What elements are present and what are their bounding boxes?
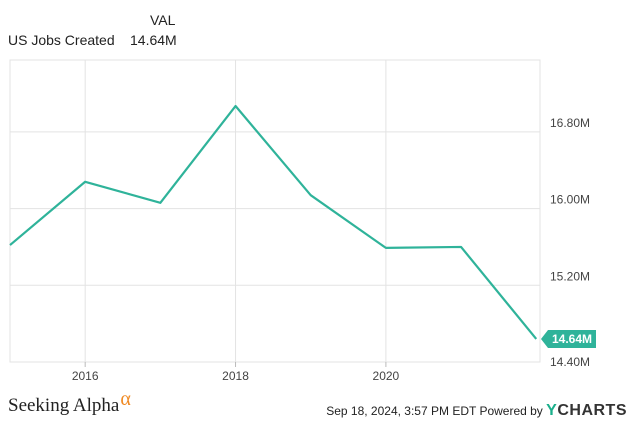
y-tick-label: 16.80M — [550, 116, 590, 130]
ycharts-y: Y — [546, 402, 558, 419]
ycharts-rest: CHARTS — [557, 402, 627, 419]
plot-frame — [9, 59, 541, 363]
y-tick-label: 15.20M — [550, 269, 590, 283]
x-tick-label: 2016 — [72, 369, 99, 383]
last-value-label: 14.64M — [552, 332, 592, 346]
legend-series-value: 14.64M — [130, 32, 177, 48]
series-line — [9, 104, 538, 340]
x-tick-label: 2020 — [373, 369, 400, 383]
y-tick-label: 14.40M — [550, 355, 590, 369]
timestamp-text: Sep 18, 2024, 3:57 PM EDT Powered by — [326, 404, 543, 418]
ycharts-logo[interactable]: YCHARTS — [546, 402, 627, 419]
last-value-badge-bg — [541, 329, 596, 348]
x-tick-label: 2018 — [222, 369, 249, 383]
legend-series-name[interactable]: US Jobs Created — [8, 32, 115, 48]
last-value-badge: 14.64M — [541, 329, 596, 348]
alpha-icon: α — [120, 388, 131, 410]
legend-column-header: VAL — [150, 12, 176, 28]
y-tick-label: 16.00M — [550, 193, 590, 207]
footer-attribution: Sep 18, 2024, 3:57 PM EDT Powered by YCH… — [326, 402, 627, 420]
seeking-alpha-logo[interactable]: Seeking Alphaα — [8, 388, 131, 417]
brand-name: Seeking Alpha — [8, 395, 120, 416]
